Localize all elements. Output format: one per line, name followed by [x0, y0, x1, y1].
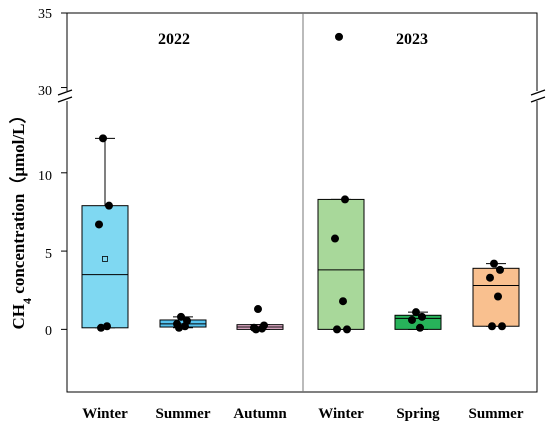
y-tick-label: 30: [38, 84, 52, 99]
data-point: [99, 134, 107, 143]
axis-break-left: [57, 89, 76, 103]
panel-label-2023: 2023: [396, 31, 428, 48]
category-label: Spring: [396, 406, 440, 422]
data-point: [408, 315, 416, 324]
data-point: [181, 322, 189, 331]
box-body: [317, 198, 365, 330]
data-point: [496, 265, 504, 274]
data-point: [254, 305, 262, 314]
y-tick-label: 0: [45, 324, 52, 339]
data-point: [416, 323, 424, 332]
category-label: Summer: [156, 406, 211, 422]
box-autumn-2022: [236, 305, 284, 334]
data-point: [335, 32, 343, 41]
box-spring-2023: [394, 308, 442, 332]
data-point: [412, 308, 420, 317]
data-point: [486, 273, 494, 282]
box-summer-2022: [159, 312, 207, 332]
axis-break-right: [528, 89, 546, 103]
y-axis-title-rest: concentration（μmol/L）: [8, 107, 28, 298]
data-point: [333, 325, 341, 334]
axis-ticks: [61, 12, 67, 330]
y-tick-label: 5: [45, 247, 52, 262]
y-axis-title-main: CH: [9, 304, 28, 330]
data-point: [498, 322, 506, 331]
category-labels: Winter Summer Autumn Winter Spring Summer: [82, 406, 524, 422]
y-tick-label: 35: [38, 7, 52, 22]
y-axis-title-subscript: 4: [20, 298, 34, 304]
data-point: [488, 322, 496, 331]
category-label: Winter: [82, 406, 128, 422]
boxes-layer: [81, 32, 520, 334]
data-point: [175, 323, 183, 332]
y-tick-label: 10: [38, 169, 52, 184]
data-point: [418, 312, 426, 321]
data-point: [97, 323, 105, 332]
box-summer-2023: [472, 259, 520, 331]
plot-frame: [66, 12, 538, 393]
box-body: [81, 205, 129, 329]
data-point: [105, 201, 113, 210]
data-point: [95, 220, 103, 229]
panel-label-2022: 2022: [158, 31, 190, 48]
y-axis-title: CH4 concentration（μmol/L）: [8, 107, 34, 330]
category-label: Summer: [469, 406, 524, 422]
mean-marker: [102, 256, 108, 262]
data-point: [490, 259, 498, 268]
data-point: [341, 195, 349, 204]
data-point: [258, 324, 266, 333]
data-point: [339, 297, 347, 306]
category-label: Autumn: [233, 406, 287, 422]
data-point: [331, 234, 339, 243]
category-label: Winter: [318, 406, 364, 422]
box-winter-2023: [317, 32, 365, 334]
data-point: [343, 325, 351, 334]
data-point: [494, 292, 502, 301]
data-point: [177, 312, 185, 321]
data-point: [103, 322, 111, 331]
data-point: [252, 325, 260, 334]
box-winter-2022: [81, 134, 129, 332]
